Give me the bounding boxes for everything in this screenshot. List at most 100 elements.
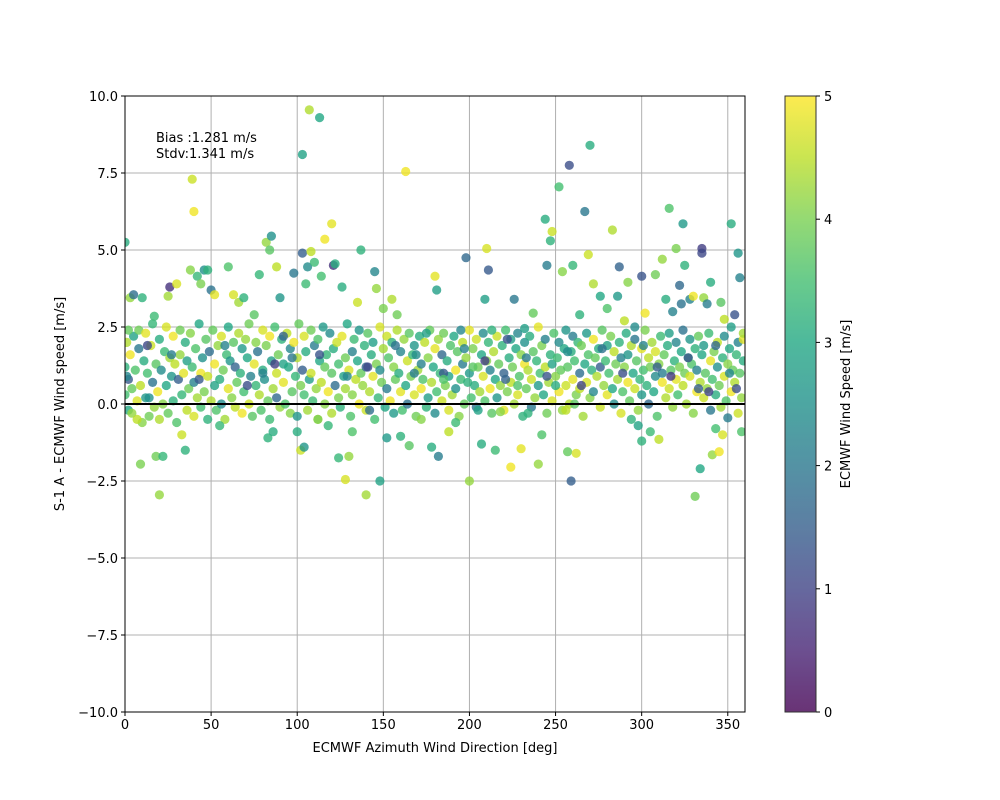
data-point <box>563 362 573 372</box>
y-tick-label: 10.0 <box>89 90 118 105</box>
data-point <box>664 384 674 394</box>
data-point <box>700 368 711 378</box>
data-point <box>733 248 743 258</box>
data-point <box>349 334 359 344</box>
data-point <box>420 337 430 347</box>
data-point <box>352 297 363 307</box>
data-point <box>163 408 173 418</box>
data-point <box>497 340 507 351</box>
data-point <box>375 322 385 332</box>
data-point <box>471 334 481 344</box>
data-point <box>604 368 614 378</box>
data-point <box>714 380 724 391</box>
data-point <box>125 350 135 360</box>
scatter-points <box>125 105 745 501</box>
data-point <box>161 380 171 391</box>
data-point <box>623 277 633 287</box>
data-point <box>533 459 543 469</box>
data-point <box>468 362 478 372</box>
data-point <box>334 453 344 463</box>
data-point <box>662 340 673 351</box>
data-point <box>330 380 340 391</box>
data-point <box>461 353 471 363</box>
data-point <box>135 459 146 469</box>
data-point <box>514 371 525 381</box>
data-point <box>175 325 185 335</box>
data-point <box>203 371 213 381</box>
data-point <box>563 447 573 457</box>
data-point <box>402 356 412 366</box>
data-point <box>409 340 419 351</box>
data-point <box>165 282 175 292</box>
data-point <box>290 371 301 381</box>
data-point <box>389 408 399 418</box>
data-point <box>130 365 140 375</box>
data-point <box>303 262 313 272</box>
data-point <box>432 387 442 397</box>
data-point <box>382 331 392 341</box>
data-point <box>597 325 607 335</box>
data-point <box>461 253 471 263</box>
data-point <box>683 353 693 363</box>
data-point <box>421 328 431 338</box>
data-point <box>377 377 387 387</box>
data-point <box>273 350 283 360</box>
data-point <box>237 408 247 418</box>
data-point <box>304 105 314 115</box>
y-tick-label: 7.5 <box>97 167 118 182</box>
data-point <box>545 236 556 246</box>
data-point <box>320 234 330 244</box>
data-point <box>483 265 493 275</box>
data-point <box>401 380 411 391</box>
data-point <box>637 436 647 446</box>
data-point <box>442 356 452 366</box>
data-point <box>125 325 133 335</box>
y-axis-label: S-1 A - ECMWF Wind speed [m/s] <box>53 297 68 511</box>
data-point <box>401 166 411 177</box>
x-axis-label: ECMWF Azimuth Wind Direction [deg] <box>313 741 558 756</box>
data-point <box>327 219 337 229</box>
data-point <box>254 390 264 400</box>
data-point <box>501 374 511 384</box>
data-point <box>540 214 550 224</box>
data-point <box>215 374 225 384</box>
data-point <box>676 347 686 357</box>
data-point <box>533 322 543 332</box>
data-point <box>626 414 636 424</box>
data-point <box>423 353 433 363</box>
data-point <box>294 319 304 329</box>
data-point <box>320 362 330 372</box>
data-point <box>173 374 183 384</box>
data-point <box>153 387 163 397</box>
data-point <box>272 368 282 378</box>
data-point <box>132 414 142 424</box>
data-point <box>645 362 655 372</box>
data-point <box>347 427 357 437</box>
data-point <box>390 340 400 351</box>
x-tick-label: 250 <box>543 718 568 733</box>
data-point <box>370 267 380 277</box>
data-point <box>452 347 462 357</box>
data-point <box>668 307 678 317</box>
data-point <box>225 356 235 366</box>
y-tick-label: −2.5 <box>86 475 118 490</box>
data-point <box>697 248 707 258</box>
data-point <box>630 322 640 332</box>
data-point <box>382 433 392 443</box>
data-point <box>599 380 609 391</box>
data-point <box>478 371 488 381</box>
data-point <box>623 350 633 360</box>
data-point <box>292 427 302 437</box>
data-point <box>160 347 170 357</box>
data-point <box>578 411 588 421</box>
data-point <box>297 248 307 258</box>
data-point <box>370 414 380 424</box>
data-point <box>444 405 454 415</box>
data-point <box>354 325 364 335</box>
data-point <box>521 353 531 363</box>
data-point <box>595 362 605 372</box>
data-point <box>358 380 368 391</box>
data-point <box>445 340 456 351</box>
data-point <box>542 371 552 381</box>
data-point <box>378 344 388 354</box>
